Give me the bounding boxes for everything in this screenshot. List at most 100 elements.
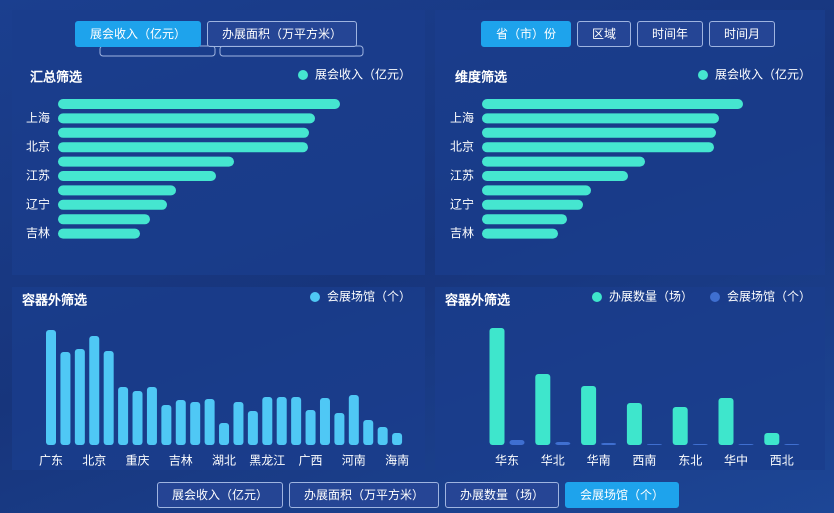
- legend-label: 会展场馆（个）: [727, 289, 811, 304]
- panel: [12, 287, 425, 470]
- tab[interactable]: 办展面积（万平方米）: [289, 482, 440, 508]
- legend-label: 会展场馆（个）: [327, 289, 411, 304]
- bar: [646, 444, 662, 445]
- bar: [482, 214, 567, 225]
- category-label: 河南: [342, 453, 366, 468]
- category-label: 吉林: [169, 454, 193, 468]
- category-label: 华中: [724, 453, 748, 468]
- bar: [58, 99, 340, 109]
- category-label: 重庆: [126, 454, 150, 468]
- bar: [482, 142, 714, 153]
- bar: [692, 444, 708, 445]
- tab[interactable]: 展会收入（亿元）: [157, 482, 284, 508]
- bar: [291, 397, 302, 445]
- category-label: 西南: [632, 453, 656, 468]
- bar: [305, 410, 316, 445]
- bar: [482, 127, 716, 138]
- category-label: 上海: [450, 110, 474, 125]
- bar: [319, 398, 330, 445]
- bar: [146, 387, 157, 445]
- category-label: 黑龙江: [249, 454, 285, 468]
- category-label: 北京: [82, 454, 106, 468]
- bar: [535, 374, 551, 445]
- bar: [738, 444, 754, 445]
- bar: [482, 99, 743, 109]
- bar: [509, 440, 525, 445]
- category-label: 西北: [770, 454, 794, 468]
- category-label: 湖北: [212, 453, 236, 468]
- bar: [348, 395, 359, 445]
- bar: [262, 397, 273, 445]
- bar: [74, 349, 85, 445]
- bar: [601, 443, 617, 445]
- bar: [89, 336, 100, 445]
- bar: [190, 402, 201, 445]
- bar: [204, 399, 215, 445]
- bar: [482, 156, 645, 167]
- bar: [784, 444, 800, 445]
- legend-label: 展会收入（亿元）: [715, 67, 811, 82]
- tab-row: 省（市）份 区域 时间年 时间月: [481, 21, 776, 47]
- bar: [219, 423, 230, 445]
- tab[interactable]: 时间年: [637, 21, 704, 47]
- bar: [377, 427, 388, 445]
- chart-title: 容器外筛选: [444, 293, 510, 309]
- tab[interactable]: 时间月: [709, 21, 776, 47]
- bar: [103, 351, 114, 445]
- bar: [718, 398, 734, 445]
- legend-dot: [709, 292, 720, 302]
- bar: [482, 185, 591, 196]
- bar: [392, 433, 403, 445]
- bar: [764, 433, 780, 445]
- bar: [58, 228, 140, 239]
- bar: [482, 199, 583, 210]
- bar: [672, 407, 688, 445]
- legend-dot: [297, 70, 308, 80]
- category-label: 江苏: [450, 169, 474, 183]
- tab[interactable]: 区域: [577, 21, 632, 47]
- bar: [489, 328, 505, 445]
- category-label: 上海: [26, 110, 50, 125]
- category-label: 吉林: [450, 226, 474, 240]
- bar: [334, 413, 345, 445]
- legend-label: 办展数量（场）: [609, 289, 693, 304]
- category-label: 辽宁: [26, 196, 50, 211]
- category-label: 辽宁: [450, 196, 474, 211]
- bar: [58, 127, 309, 138]
- bar: [482, 171, 628, 181]
- bar: [58, 113, 315, 124]
- tab-row: 展会收入（亿元） 办展面积（万平方米）: [75, 21, 358, 47]
- tab[interactable]: 办展数量（场）: [445, 482, 560, 508]
- bar: [276, 397, 287, 445]
- bar: [363, 420, 374, 445]
- category-label: 江苏: [26, 169, 50, 183]
- bar: [132, 391, 143, 445]
- tab[interactable]: 展会收入（亿元）: [75, 21, 202, 47]
- tab-row: 展会收入（亿元） 办展面积（万平方米） 办展数量（场） 会展场馆（个）: [157, 482, 680, 508]
- bar: [118, 387, 129, 445]
- bar: [58, 156, 234, 167]
- tab[interactable]: 办展面积（万平方米）: [207, 21, 358, 47]
- bar: [58, 199, 167, 210]
- bar: [482, 113, 719, 124]
- tab[interactable]: 省（市）份: [481, 21, 572, 47]
- tab[interactable]: 会展场馆（个）: [565, 482, 680, 508]
- category-label: 东北: [678, 454, 702, 468]
- bar: [58, 142, 308, 153]
- legend-dot: [591, 292, 602, 302]
- bar: [46, 330, 56, 445]
- bar: [581, 386, 597, 445]
- category-label: 北京: [26, 140, 50, 154]
- chart-title: 维度筛选: [455, 70, 507, 86]
- bar: [482, 228, 558, 239]
- bar: [555, 442, 571, 445]
- bar: [233, 402, 244, 445]
- category-label: 华北: [541, 454, 565, 468]
- legend-dot: [309, 292, 320, 302]
- category-label: 吉林: [26, 226, 50, 240]
- category-label: 广东: [39, 454, 63, 468]
- bar: [247, 411, 258, 445]
- chart-title: 容器外筛选: [21, 293, 87, 309]
- category-label: 广西: [299, 454, 323, 468]
